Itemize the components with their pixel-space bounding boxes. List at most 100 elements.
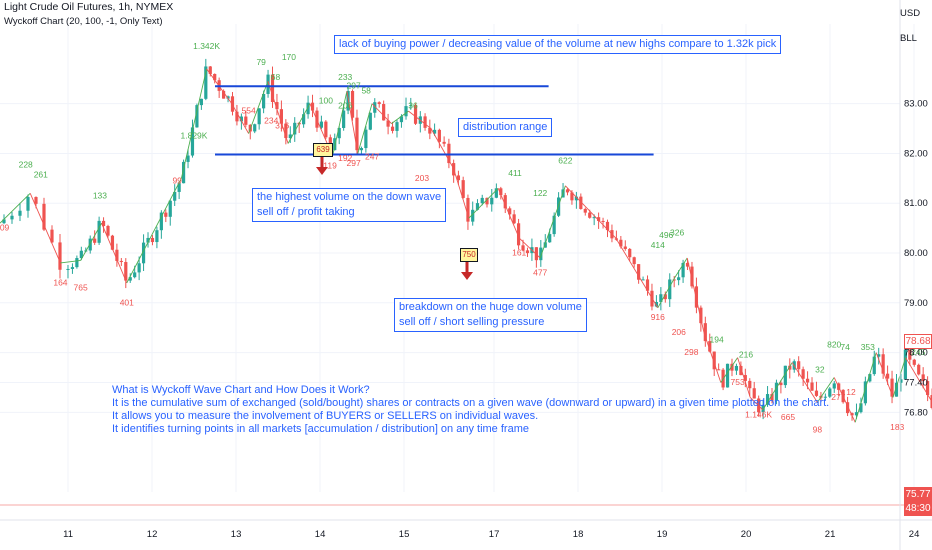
wave-segment-22 bbox=[497, 188, 520, 239]
candle-body bbox=[359, 148, 364, 151]
candle-body bbox=[752, 388, 756, 399]
indicator-legend[interactable]: Wyckoff Chart (20, 100, -1, Only Text) bbox=[4, 16, 163, 27]
wave-volume-label-28: 122 bbox=[533, 188, 547, 198]
wave-segment-10 bbox=[267, 81, 289, 144]
candle-body bbox=[275, 102, 279, 110]
note-distribution-range: distribution range bbox=[458, 118, 553, 137]
candle-body bbox=[34, 197, 38, 204]
candle-body bbox=[730, 363, 734, 371]
candle-body bbox=[734, 365, 739, 371]
candle-body bbox=[88, 238, 92, 251]
x-tick-label: 13 bbox=[231, 529, 242, 540]
candle-body bbox=[66, 268, 70, 270]
candle-body bbox=[195, 105, 199, 128]
candle-body bbox=[119, 260, 123, 263]
note-highest-volume: the highest volume on the down wave sell… bbox=[252, 188, 447, 222]
candle-body bbox=[18, 210, 22, 216]
candle-body bbox=[885, 373, 890, 379]
candle-body bbox=[432, 129, 437, 134]
wave-segment-14 bbox=[346, 91, 359, 154]
down-arrow-head-0 bbox=[316, 167, 328, 175]
wave-segment-31 bbox=[720, 357, 738, 383]
candle-body bbox=[257, 108, 261, 125]
wave-volume-label-13: 234 bbox=[264, 116, 278, 126]
wave-volume-label-10: 554 bbox=[242, 106, 256, 116]
candle-body bbox=[868, 374, 872, 382]
candle-body bbox=[917, 364, 921, 375]
candle-body bbox=[466, 197, 470, 222]
wave-volume-label-50: 183 bbox=[890, 422, 904, 432]
candle-body bbox=[221, 90, 226, 99]
wave-volume-label-42: 665 bbox=[781, 412, 795, 422]
candle-body bbox=[565, 189, 570, 193]
candle-body bbox=[712, 351, 716, 370]
candle-body bbox=[382, 104, 386, 121]
candle-body bbox=[97, 220, 101, 243]
candle-body bbox=[805, 378, 810, 383]
wave-volume-label-4: 765 bbox=[74, 282, 88, 292]
candle-body bbox=[442, 141, 446, 144]
candle-body bbox=[244, 116, 248, 125]
note-breakdown: breakdown on the huge down volume sell o… bbox=[394, 298, 587, 332]
x-tick-label: 18 bbox=[573, 529, 584, 540]
candle-body bbox=[739, 365, 743, 376]
candle-body bbox=[814, 390, 819, 396]
explain-line-1: What is Wyckoff Wave Chart and How Does … bbox=[112, 384, 370, 396]
candle-body bbox=[588, 212, 592, 218]
candle-body bbox=[583, 208, 587, 213]
wave-volume-label-3: 164 bbox=[53, 277, 67, 287]
candle-body bbox=[534, 247, 538, 261]
wave-segment-37 bbox=[833, 377, 856, 423]
wave-segment-9 bbox=[248, 81, 269, 134]
candle-body bbox=[475, 203, 480, 210]
candle-body bbox=[908, 349, 912, 360]
wave-segment-23 bbox=[518, 237, 541, 259]
candle-body bbox=[797, 361, 801, 370]
candle-body bbox=[788, 365, 792, 370]
candle-body bbox=[499, 188, 503, 196]
candle-body bbox=[503, 195, 507, 209]
wave-volume-label-45: 820 bbox=[827, 340, 841, 350]
candle-body bbox=[845, 402, 850, 414]
wave-segment-13 bbox=[332, 91, 348, 157]
candle-body bbox=[302, 114, 306, 125]
candle-body bbox=[810, 382, 814, 391]
candle-body bbox=[494, 188, 498, 198]
candle-body bbox=[592, 217, 596, 219]
wave-volume-label-49: 12 bbox=[846, 387, 856, 397]
note-lack-of-buying: lack of buying power / decreasing value … bbox=[334, 35, 782, 54]
candle-body bbox=[337, 127, 341, 139]
candle-body bbox=[779, 382, 783, 386]
wave-segment-30 bbox=[703, 332, 722, 383]
candle-body bbox=[456, 175, 461, 181]
candle-body bbox=[58, 242, 62, 270]
candle-body bbox=[490, 197, 494, 205]
y-tick-label: 83.00 bbox=[904, 99, 928, 110]
candle-body bbox=[605, 221, 610, 231]
candle-body bbox=[346, 90, 350, 111]
explain-line-3: It allows you to measure the involvement… bbox=[112, 410, 539, 422]
note-highest-volume-line1: the highest volume on the down wave bbox=[257, 191, 442, 203]
y-tick-label: 81.00 bbox=[904, 198, 928, 209]
wave-segment-8 bbox=[231, 103, 249, 134]
candle-body bbox=[181, 161, 186, 184]
candle-body bbox=[461, 180, 465, 198]
wave-volume-label-41: 1.146K bbox=[745, 409, 772, 419]
wave-segment-39 bbox=[875, 352, 894, 398]
wave-volume-label-18: 233 bbox=[338, 72, 352, 82]
candle-body bbox=[239, 116, 243, 122]
note-breakdown-line1: breakdown on the huge down volume bbox=[399, 301, 582, 313]
candle-body bbox=[447, 143, 451, 164]
candle-body bbox=[668, 279, 672, 300]
candle-body bbox=[266, 74, 270, 94]
x-tick-label: 20 bbox=[741, 529, 752, 540]
candle-body bbox=[324, 121, 328, 138]
wave-volume-label-51: 245 bbox=[911, 347, 925, 357]
x-tick-label: 17 bbox=[489, 529, 500, 540]
candle-body bbox=[173, 191, 177, 201]
candle-body bbox=[159, 212, 163, 231]
candle-body bbox=[770, 394, 774, 401]
candle-body bbox=[70, 267, 75, 269]
